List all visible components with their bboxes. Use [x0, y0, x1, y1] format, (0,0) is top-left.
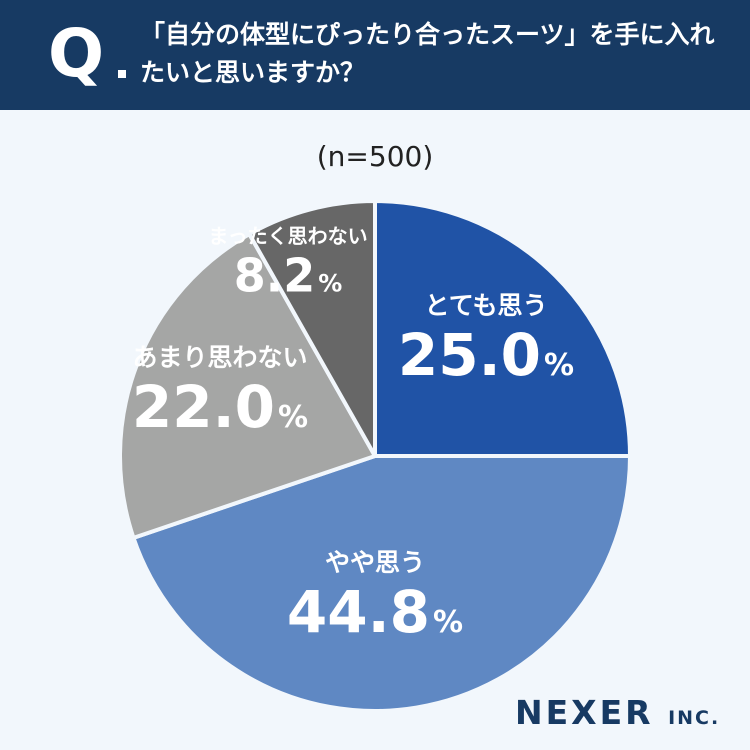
slice-value-4: 8.2%: [234, 248, 343, 302]
slice-label-2: やや思う: [325, 548, 425, 577]
pie-slices: [118, 199, 632, 713]
sample-size: (n=500): [316, 140, 434, 173]
brand-suffix: INC.: [668, 707, 721, 729]
slice-value-1: 25.0%: [398, 321, 574, 389]
question-text: 「自分の体型にぴったり合ったスーツ」を手に入れたいと思いますか？: [140, 20, 715, 87]
brand-logo: NEXER INC.: [515, 693, 720, 738]
slice-value-2: 44.8%: [287, 578, 463, 646]
question-mark: Q: [48, 15, 105, 92]
question-header: Q 「自分の体型にぴったり合ったスーツ」を手に入れたいと思いますか？: [0, 0, 750, 110]
pie-slice-3: [118, 232, 377, 540]
pie-slice-4: [247, 199, 377, 458]
pie-slice-2: [131, 454, 632, 713]
slice-label-1: とても思う: [424, 291, 547, 320]
slice-value-3: 22.0%: [132, 373, 308, 441]
slice-label-4: まったく思わない: [208, 224, 367, 248]
pie-slice-1: [373, 199, 632, 458]
brand-name: NEXER: [515, 693, 654, 732]
slice-label-3: あまり思わない: [132, 343, 307, 372]
question-mark-dot: [118, 70, 126, 78]
